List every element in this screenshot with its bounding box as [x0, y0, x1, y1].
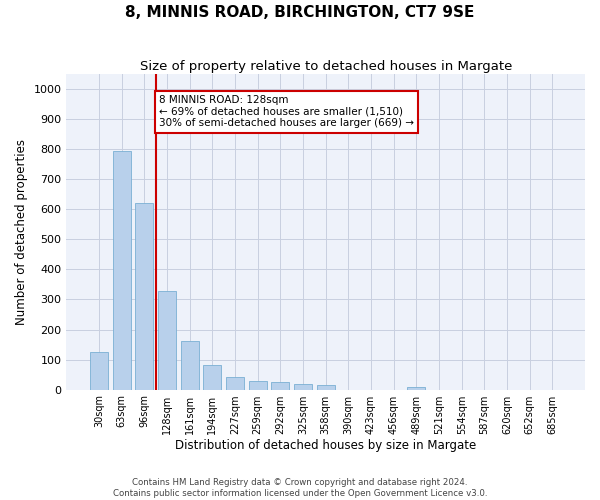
Text: Contains HM Land Registry data © Crown copyright and database right 2024.
Contai: Contains HM Land Registry data © Crown c…: [113, 478, 487, 498]
Bar: [90, 352, 108, 390]
Bar: [317, 385, 335, 390]
X-axis label: Distribution of detached houses by size in Margate: Distribution of detached houses by size …: [175, 440, 476, 452]
Bar: [203, 365, 221, 390]
Bar: [136, 204, 154, 390]
Bar: [113, 151, 131, 390]
Text: 8 MINNIS ROAD: 128sqm
← 69% of detached houses are smaller (1,510)
30% of semi-d: 8 MINNIS ROAD: 128sqm ← 69% of detached …: [159, 95, 414, 128]
Text: 8, MINNIS ROAD, BIRCHINGTON, CT7 9SE: 8, MINNIS ROAD, BIRCHINGTON, CT7 9SE: [125, 5, 475, 20]
Bar: [181, 341, 199, 390]
Bar: [158, 291, 176, 390]
Bar: [248, 381, 267, 390]
Y-axis label: Number of detached properties: Number of detached properties: [15, 139, 28, 325]
Title: Size of property relative to detached houses in Margate: Size of property relative to detached ho…: [140, 60, 512, 73]
Bar: [226, 377, 244, 390]
Bar: [271, 382, 289, 390]
Bar: [294, 384, 312, 390]
Bar: [407, 387, 425, 390]
